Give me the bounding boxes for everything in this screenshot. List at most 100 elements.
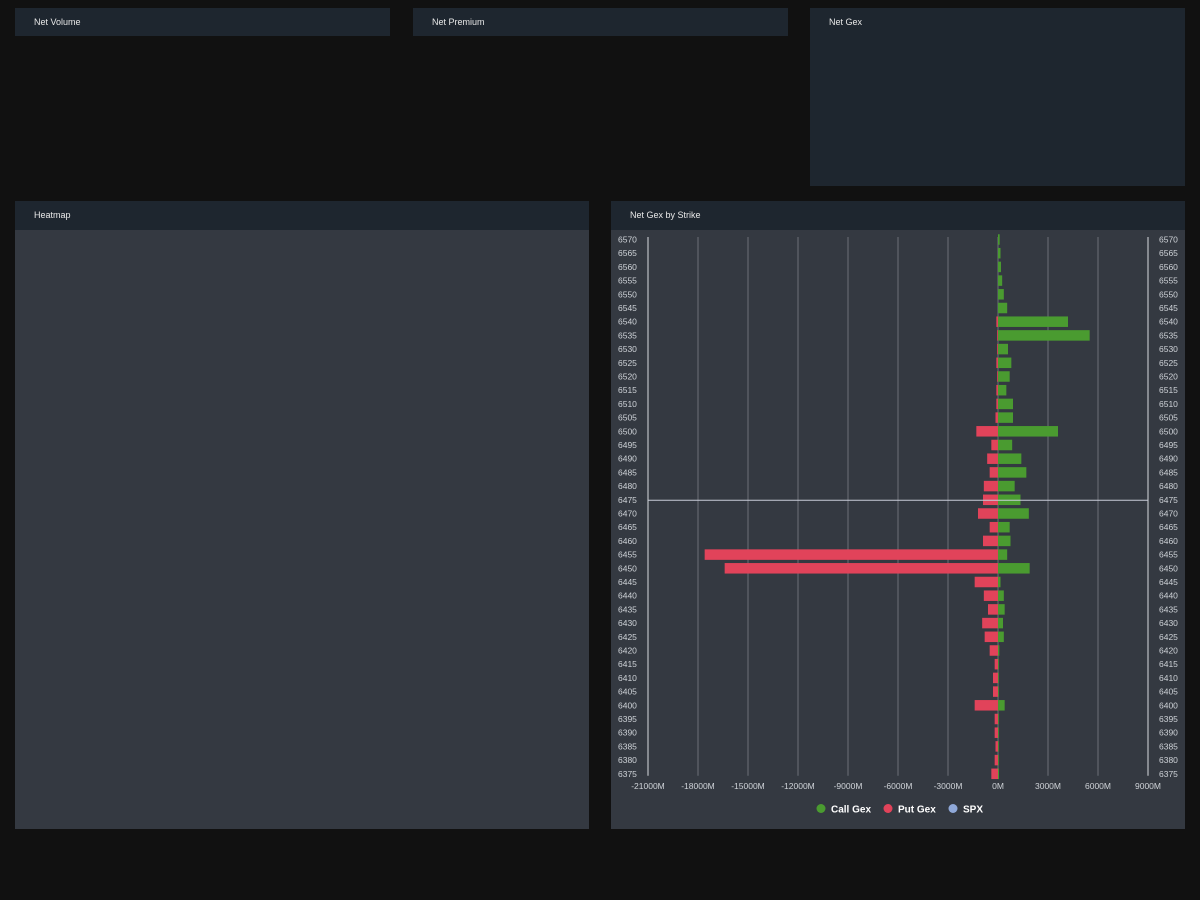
put-gex-bar — [997, 343, 998, 355]
put-gex-bar — [995, 412, 998, 423]
y-tick-label-left: 6415 — [618, 659, 637, 669]
put-gex-bar — [996, 384, 998, 396]
call-gex-bar — [998, 631, 1004, 643]
y-tick-label-right: 6455 — [1159, 550, 1178, 560]
y-tick-label-left: 6470 — [618, 509, 637, 519]
call-gex-bar — [998, 645, 1000, 656]
y-tick-label-right: 6490 — [1159, 454, 1178, 464]
y-tick-label-right: 6475 — [1159, 495, 1178, 505]
put-gex-bar — [984, 631, 998, 643]
y-tick-label-left: 6400 — [618, 700, 637, 710]
call-gex-bar — [998, 672, 999, 684]
legend-label: Put Gex — [898, 805, 936, 816]
y-tick-label-right: 6415 — [1159, 659, 1178, 669]
y-tick-label-left: 6520 — [618, 372, 637, 382]
put-gex-bar — [991, 768, 998, 780]
net-gex-panel: Net Gex — [810, 8, 1185, 186]
put-gex-bar — [995, 741, 998, 752]
y-tick-label-left: 6540 — [618, 317, 637, 327]
y-tick-label-right: 6420 — [1159, 646, 1178, 656]
put-gex-bar — [987, 453, 998, 464]
call-gex-bar — [998, 549, 1008, 560]
y-tick-label-right: 6530 — [1159, 344, 1178, 354]
call-gex-bar — [998, 316, 1068, 327]
y-tick-label-left: 6495 — [618, 440, 637, 450]
put-gex-bar — [994, 727, 998, 738]
y-tick-label-left: 6425 — [618, 632, 637, 642]
x-tick-label: -9000M — [834, 781, 863, 791]
x-tick-label: 3000M — [1035, 781, 1061, 791]
y-tick-label-right: 6435 — [1159, 604, 1178, 614]
call-gex-bar — [998, 234, 1000, 245]
put-gex-bar — [993, 672, 998, 684]
y-tick-label-left: 6395 — [618, 714, 637, 724]
put-gex-bar — [996, 316, 998, 327]
legend-label: Call Gex — [831, 805, 871, 816]
panel-title: Net Gex by Strike — [611, 201, 1185, 230]
y-tick-label-right: 6395 — [1159, 714, 1178, 724]
call-gex-bar — [998, 590, 1004, 601]
y-tick-label-right: 6535 — [1159, 330, 1178, 340]
x-tick-label: 9000M — [1135, 781, 1161, 791]
heatmap-panel: Heatmap — [15, 201, 589, 829]
put-gex-bar — [994, 754, 998, 766]
y-tick-label-left: 6555 — [618, 276, 637, 286]
put-gex-bar — [983, 535, 998, 547]
call-gex-bar — [998, 343, 1008, 355]
y-tick-label-right: 6480 — [1159, 481, 1178, 491]
x-tick-label: -21000M — [631, 781, 665, 791]
y-tick-label-right: 6470 — [1159, 509, 1178, 519]
y-tick-label-left: 6550 — [618, 289, 637, 299]
put-gex-bar — [993, 686, 998, 697]
call-gex-bar — [998, 302, 1008, 314]
call-gex-bar — [998, 686, 999, 697]
y-tick-label-right: 6375 — [1159, 769, 1178, 779]
y-tick-label-left: 6405 — [618, 687, 637, 697]
call-gex-bar — [998, 247, 1001, 259]
y-tick-label-left: 6460 — [618, 536, 637, 546]
call-gex-bar — [998, 713, 999, 725]
y-tick-label-right: 6510 — [1159, 399, 1178, 409]
call-gex-bar — [998, 535, 1011, 547]
y-tick-label-right: 6385 — [1159, 741, 1178, 751]
put-gex-bar — [983, 590, 998, 601]
call-gex-bar — [998, 398, 1013, 410]
x-tick-label: -12000M — [781, 781, 815, 791]
y-tick-label-right: 6570 — [1159, 235, 1178, 245]
net-gex-by-strike-panel: Net Gex by Strike 6570 6565 6560 6555 6550 65… — [611, 201, 1185, 829]
call-gex-bar — [998, 371, 1010, 382]
y-tick-label-right: 6515 — [1159, 385, 1178, 395]
y-tick-label-right: 6540 — [1159, 317, 1178, 327]
x-tick-label: 0M — [992, 781, 1004, 791]
y-tick-label-left: 6475 — [618, 495, 637, 505]
y-tick-label-left: 6545 — [618, 303, 637, 313]
call-gex-bar — [998, 357, 1012, 369]
y-tick-label-left: 6565 — [618, 248, 637, 258]
call-gex-bar — [998, 330, 1090, 341]
call-gex-bar — [998, 275, 1003, 286]
y-tick-label-left: 6515 — [618, 385, 637, 395]
y-tick-label-left: 6465 — [618, 522, 637, 532]
call-gex-bar — [998, 384, 1007, 396]
y-tick-label-right: 6525 — [1159, 358, 1178, 368]
call-gex-bar — [998, 617, 1003, 629]
y-tick-label-right: 6425 — [1159, 632, 1178, 642]
y-tick-label-left: 6410 — [618, 673, 637, 683]
call-gex-bar — [998, 727, 999, 738]
put-gex-bar — [989, 645, 998, 656]
y-tick-label-left: 6500 — [618, 426, 637, 436]
y-tick-label-left: 6530 — [618, 344, 637, 354]
put-gex-bar — [704, 549, 998, 560]
put-gex-bar — [978, 508, 998, 519]
call-gex-bar — [998, 480, 1015, 492]
x-tick-label: -6000M — [884, 781, 913, 791]
y-tick-label-left: 6440 — [618, 591, 637, 601]
put-gex-bar — [994, 713, 998, 725]
y-tick-label-left: 6510 — [618, 399, 637, 409]
call-gex-bar — [998, 289, 1004, 300]
call-gex-bar — [998, 412, 1013, 423]
y-tick-label-left: 6430 — [618, 618, 637, 628]
y-tick-label-right: 6465 — [1159, 522, 1178, 532]
call-gex-bar — [998, 754, 999, 766]
call-gex-bar — [998, 604, 1005, 615]
